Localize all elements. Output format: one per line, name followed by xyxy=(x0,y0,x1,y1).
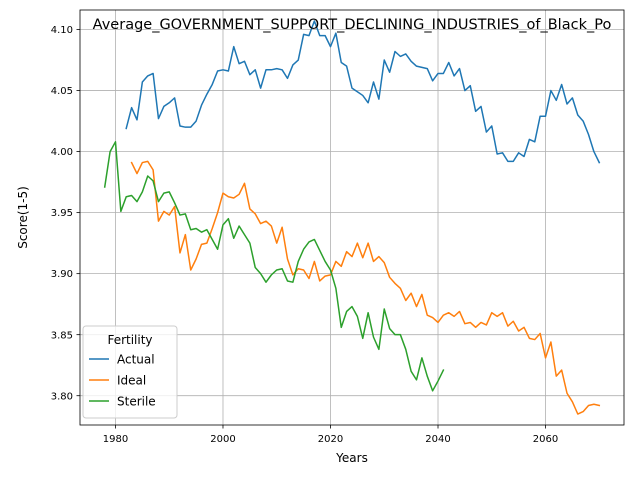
y-tick-label: 4.05 xyxy=(51,86,73,97)
legend-label-actual: Actual xyxy=(117,352,155,366)
legend-box xyxy=(82,325,178,419)
x-tick-label: 1980 xyxy=(103,434,128,445)
y-tick-label: 3.80 xyxy=(51,391,73,402)
y-tick-label: 4.00 xyxy=(51,147,73,158)
x-axis: 1980 2000 2020 2040 2060 xyxy=(103,425,558,445)
x-axis-label: Years xyxy=(335,451,368,465)
series-line-actual xyxy=(125,20,601,164)
legend: Fertility Actual Ideal Sterile xyxy=(82,325,178,419)
legend-label-ideal: Ideal xyxy=(117,373,146,387)
y-axis-label: Score(1-5) xyxy=(16,186,30,249)
legend-items: Actual Ideal Sterile xyxy=(89,352,156,408)
chart-title: Average_GOVERNMENT_SUPPORT_DECLINING_IND… xyxy=(93,17,612,33)
series-line-sterile xyxy=(103,141,445,392)
y-tick-label: 3.90 xyxy=(51,269,73,280)
y-tick-label: 3.85 xyxy=(51,330,73,341)
legend-label-sterile: Sterile xyxy=(117,394,156,408)
x-tick-label: 2000 xyxy=(210,434,235,445)
x-tick-label: 2040 xyxy=(425,434,450,445)
plot-frame xyxy=(79,9,625,426)
x-tick-label: 2020 xyxy=(318,434,343,445)
legend-title: Fertility xyxy=(107,333,152,347)
y-tick-label: 3.95 xyxy=(51,208,73,219)
y-axis: 3.80 3.85 3.90 3.95 4.00 4.05 4.10 xyxy=(51,25,80,402)
series-layer xyxy=(103,20,601,415)
x-tick-label: 2060 xyxy=(533,434,558,445)
y-tick-label: 4.10 xyxy=(51,25,73,36)
